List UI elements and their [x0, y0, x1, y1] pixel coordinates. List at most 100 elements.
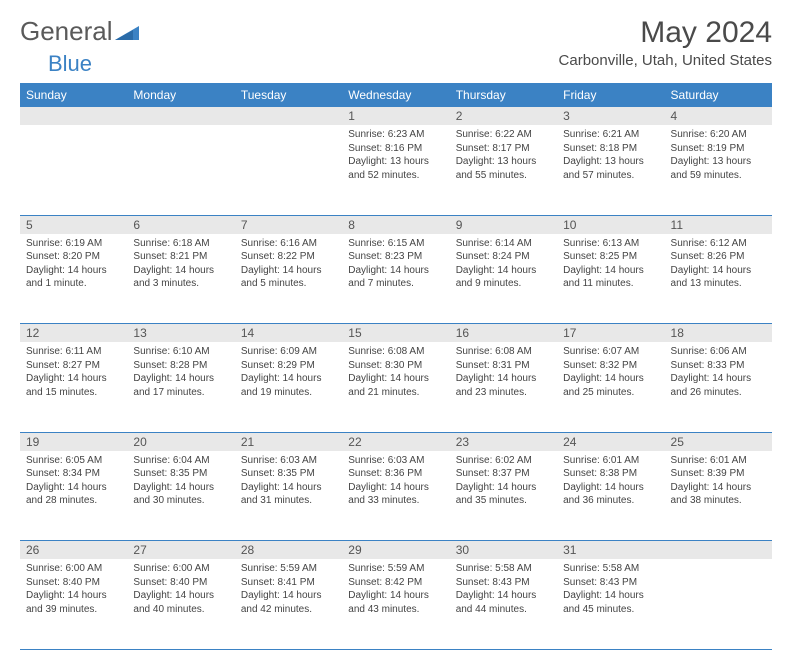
sunset-text: Sunset: 8:43 PM — [456, 576, 551, 590]
day-cell: Sunrise: 6:10 AMSunset: 8:28 PMDaylight:… — [127, 342, 234, 432]
day-header: Wednesday — [342, 83, 449, 107]
day-details: Sunrise: 6:08 AMSunset: 8:31 PMDaylight:… — [450, 342, 557, 405]
day-details: Sunrise: 6:05 AMSunset: 8:34 PMDaylight:… — [20, 451, 127, 514]
daylight-text: Daylight: 13 hours and 52 minutes. — [348, 155, 443, 182]
day-details: Sunrise: 6:09 AMSunset: 8:29 PMDaylight:… — [235, 342, 342, 405]
day-number: 22 — [342, 432, 449, 451]
day-details: Sunrise: 6:01 AMSunset: 8:38 PMDaylight:… — [557, 451, 664, 514]
sunset-text: Sunset: 8:35 PM — [133, 467, 228, 481]
sunset-text: Sunset: 8:19 PM — [671, 142, 766, 156]
daylight-text: Daylight: 14 hours and 25 minutes. — [563, 372, 658, 399]
day-number-row: 262728293031 — [20, 541, 772, 560]
day-details: Sunrise: 6:13 AMSunset: 8:25 PMDaylight:… — [557, 234, 664, 297]
day-number: 20 — [127, 432, 234, 451]
day-number: 16 — [450, 324, 557, 343]
logo-triangle-icon — [115, 16, 139, 47]
sunrise-text: Sunrise: 5:59 AM — [241, 562, 336, 576]
day-cell: Sunrise: 6:16 AMSunset: 8:22 PMDaylight:… — [235, 234, 342, 324]
day-cell: Sunrise: 6:04 AMSunset: 8:35 PMDaylight:… — [127, 451, 234, 541]
day-number — [20, 107, 127, 125]
day-number: 1 — [342, 107, 449, 125]
sunrise-text: Sunrise: 6:02 AM — [456, 454, 551, 468]
day-details: Sunrise: 6:02 AMSunset: 8:37 PMDaylight:… — [450, 451, 557, 514]
daylight-text: Daylight: 14 hours and 1 minute. — [26, 264, 121, 291]
day-details: Sunrise: 6:23 AMSunset: 8:16 PMDaylight:… — [342, 125, 449, 188]
day-cell: Sunrise: 6:07 AMSunset: 8:32 PMDaylight:… — [557, 342, 664, 432]
sunset-text: Sunset: 8:20 PM — [26, 250, 121, 264]
daylight-text: Daylight: 14 hours and 17 minutes. — [133, 372, 228, 399]
daylight-text: Daylight: 14 hours and 5 minutes. — [241, 264, 336, 291]
daylight-text: Daylight: 14 hours and 36 minutes. — [563, 481, 658, 508]
day-number: 9 — [450, 215, 557, 234]
day-number: 6 — [127, 215, 234, 234]
daylight-text: Daylight: 14 hours and 23 minutes. — [456, 372, 551, 399]
day-number: 12 — [20, 324, 127, 343]
day-details: Sunrise: 5:58 AMSunset: 8:43 PMDaylight:… — [557, 559, 664, 622]
daylight-text: Daylight: 14 hours and 33 minutes. — [348, 481, 443, 508]
sunrise-text: Sunrise: 6:11 AM — [26, 345, 121, 359]
day-number: 15 — [342, 324, 449, 343]
day-details: Sunrise: 6:06 AMSunset: 8:33 PMDaylight:… — [665, 342, 772, 405]
daylight-text: Daylight: 14 hours and 35 minutes. — [456, 481, 551, 508]
day-number: 14 — [235, 324, 342, 343]
day-number — [127, 107, 234, 125]
daylight-text: Daylight: 14 hours and 21 minutes. — [348, 372, 443, 399]
daylight-text: Daylight: 14 hours and 38 minutes. — [671, 481, 766, 508]
daylight-text: Daylight: 14 hours and 30 minutes. — [133, 481, 228, 508]
daylight-text: Daylight: 14 hours and 11 minutes. — [563, 264, 658, 291]
sunrise-text: Sunrise: 6:01 AM — [563, 454, 658, 468]
day-cell: Sunrise: 6:22 AMSunset: 8:17 PMDaylight:… — [450, 125, 557, 215]
day-cell: Sunrise: 6:11 AMSunset: 8:27 PMDaylight:… — [20, 342, 127, 432]
sunrise-text: Sunrise: 6:06 AM — [671, 345, 766, 359]
sunset-text: Sunset: 8:39 PM — [671, 467, 766, 481]
day-cell: Sunrise: 6:08 AMSunset: 8:30 PMDaylight:… — [342, 342, 449, 432]
daylight-text: Daylight: 14 hours and 15 minutes. — [26, 372, 121, 399]
day-cell: Sunrise: 6:23 AMSunset: 8:16 PMDaylight:… — [342, 125, 449, 215]
day-content-row: Sunrise: 6:11 AMSunset: 8:27 PMDaylight:… — [20, 342, 772, 432]
day-number: 27 — [127, 541, 234, 560]
day-number: 8 — [342, 215, 449, 234]
sunrise-text: Sunrise: 6:09 AM — [241, 345, 336, 359]
sunset-text: Sunset: 8:22 PM — [241, 250, 336, 264]
sunrise-text: Sunrise: 6:04 AM — [133, 454, 228, 468]
sunrise-text: Sunrise: 6:12 AM — [671, 237, 766, 251]
location-subtitle: Carbonville, Utah, United States — [559, 52, 772, 69]
day-details: Sunrise: 6:11 AMSunset: 8:27 PMDaylight:… — [20, 342, 127, 405]
daylight-text: Daylight: 14 hours and 3 minutes. — [133, 264, 228, 291]
sunset-text: Sunset: 8:32 PM — [563, 359, 658, 373]
day-number: 21 — [235, 432, 342, 451]
day-cell: Sunrise: 5:58 AMSunset: 8:43 PMDaylight:… — [450, 559, 557, 649]
sunrise-text: Sunrise: 5:58 AM — [456, 562, 551, 576]
day-cell: Sunrise: 6:13 AMSunset: 8:25 PMDaylight:… — [557, 234, 664, 324]
logo: General — [20, 16, 141, 47]
day-number: 23 — [450, 432, 557, 451]
day-details: Sunrise: 6:22 AMSunset: 8:17 PMDaylight:… — [450, 125, 557, 188]
day-details: Sunrise: 5:59 AMSunset: 8:41 PMDaylight:… — [235, 559, 342, 622]
sunrise-text: Sunrise: 6:20 AM — [671, 128, 766, 142]
day-cell — [665, 559, 772, 649]
day-number: 18 — [665, 324, 772, 343]
day-cell: Sunrise: 6:12 AMSunset: 8:26 PMDaylight:… — [665, 234, 772, 324]
day-details: Sunrise: 6:00 AMSunset: 8:40 PMDaylight:… — [20, 559, 127, 622]
sunrise-text: Sunrise: 6:00 AM — [133, 562, 228, 576]
day-details: Sunrise: 6:00 AMSunset: 8:40 PMDaylight:… — [127, 559, 234, 622]
sunrise-text: Sunrise: 6:08 AM — [456, 345, 551, 359]
day-number: 31 — [557, 541, 664, 560]
day-details: Sunrise: 6:12 AMSunset: 8:26 PMDaylight:… — [665, 234, 772, 297]
daylight-text: Daylight: 14 hours and 31 minutes. — [241, 481, 336, 508]
day-details: Sunrise: 6:16 AMSunset: 8:22 PMDaylight:… — [235, 234, 342, 297]
sunset-text: Sunset: 8:42 PM — [348, 576, 443, 590]
sunset-text: Sunset: 8:36 PM — [348, 467, 443, 481]
day-cell: Sunrise: 6:09 AMSunset: 8:29 PMDaylight:… — [235, 342, 342, 432]
day-cell: Sunrise: 6:00 AMSunset: 8:40 PMDaylight:… — [127, 559, 234, 649]
sunrise-text: Sunrise: 6:16 AM — [241, 237, 336, 251]
day-number — [665, 541, 772, 560]
day-header: Tuesday — [235, 83, 342, 107]
sunset-text: Sunset: 8:41 PM — [241, 576, 336, 590]
day-number: 10 — [557, 215, 664, 234]
sunrise-text: Sunrise: 6:03 AM — [241, 454, 336, 468]
day-number: 19 — [20, 432, 127, 451]
sunrise-text: Sunrise: 6:22 AM — [456, 128, 551, 142]
daylight-text: Daylight: 14 hours and 28 minutes. — [26, 481, 121, 508]
day-content-row: Sunrise: 6:19 AMSunset: 8:20 PMDaylight:… — [20, 234, 772, 324]
